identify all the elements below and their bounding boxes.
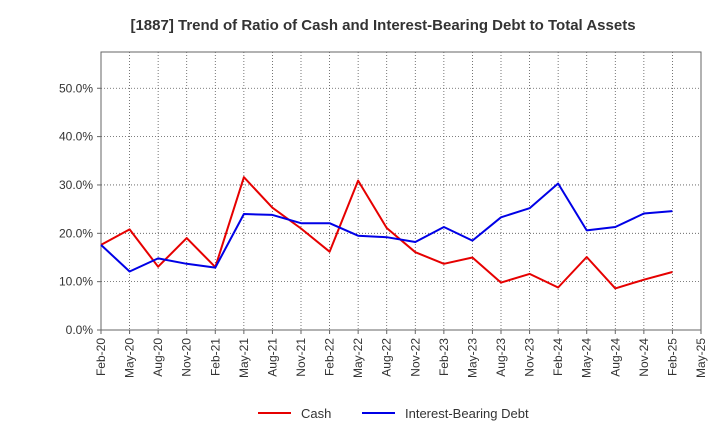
x-tick-label: Nov-23 bbox=[523, 338, 537, 377]
x-tick-label: Feb-22 bbox=[323, 338, 337, 376]
x-tick-label: May-22 bbox=[351, 338, 365, 378]
y-tick-label: 50.0% bbox=[59, 81, 93, 95]
x-tick-label: May-25 bbox=[694, 338, 708, 378]
x-tick-label: Nov-22 bbox=[408, 338, 422, 377]
x-tick-label: Aug-23 bbox=[494, 338, 508, 377]
legend-label: Cash bbox=[301, 406, 331, 421]
x-tick-label: May-21 bbox=[237, 338, 251, 378]
y-tick-label: 30.0% bbox=[59, 178, 93, 192]
x-tick-label: Aug-20 bbox=[151, 338, 165, 377]
x-tick-label: Nov-24 bbox=[637, 338, 651, 377]
x-tick-label: Nov-20 bbox=[180, 338, 194, 377]
y-tick-label: 0.0% bbox=[66, 323, 94, 337]
grid bbox=[100, 52, 702, 331]
legend: Cash Interest-Bearing Debt bbox=[258, 406, 529, 421]
x-tick-label: May-23 bbox=[465, 338, 479, 378]
plot-frame bbox=[100, 51, 702, 331]
x-tick-label: Aug-21 bbox=[265, 338, 279, 377]
x-tick-label: Feb-20 bbox=[94, 338, 108, 376]
series-lines bbox=[100, 176, 673, 290]
y-tick-label: 20.0% bbox=[59, 226, 93, 240]
x-tick-label: Aug-22 bbox=[380, 338, 394, 377]
x-tick-label: Feb-24 bbox=[551, 338, 565, 376]
x-tick-label: May-20 bbox=[123, 338, 137, 378]
x-tick-label: Nov-21 bbox=[294, 338, 308, 377]
legend-label: Interest-Bearing Debt bbox=[405, 406, 529, 421]
axes: 0.0% 10.0% 20.0% 30.0% 40.0% 50.0% Feb-20 May-2… bbox=[59, 51, 708, 378]
y-tick-label: 40.0% bbox=[59, 130, 93, 144]
y-tick-label: 10.0% bbox=[59, 275, 93, 289]
x-tick-label: Feb-21 bbox=[208, 338, 222, 376]
x-tick-label: Feb-25 bbox=[665, 338, 679, 376]
x-tick-label: Aug-24 bbox=[608, 338, 622, 377]
x-tick-label: May-24 bbox=[580, 338, 594, 378]
series-line-0 bbox=[100, 176, 673, 290]
chart-title: [1887] Trend of Ratio of Cash and Intere… bbox=[130, 17, 635, 34]
x-tick-label: Feb-23 bbox=[437, 338, 451, 376]
series-line-1 bbox=[100, 182, 673, 273]
